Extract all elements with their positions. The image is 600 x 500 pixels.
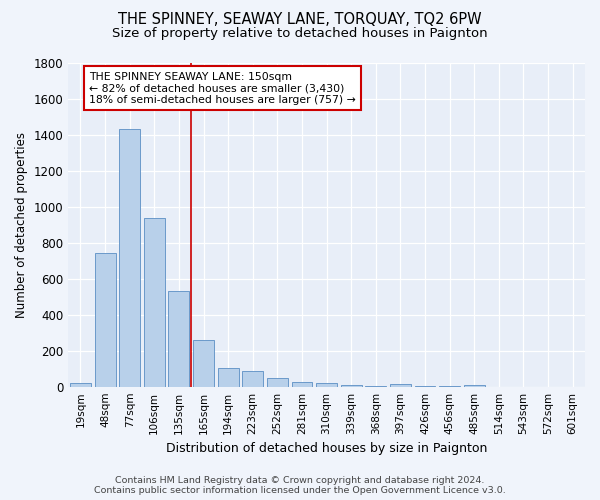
Bar (193, 340, 214, 386)
Bar (292, 382, 313, 386)
Bar (144, 218, 165, 386)
Text: THE SPINNEY SEAWAY LANE: 150sqm
← 82% of detached houses are smaller (3,430)
18%: THE SPINNEY SEAWAY LANE: 150sqm ← 82% of… (89, 72, 356, 104)
Bar (390, 384, 411, 386)
Bar (95, 254, 116, 386)
Bar (316, 382, 337, 386)
Bar (70, 383, 91, 386)
X-axis label: Distribution of detached houses by size in Paignton: Distribution of detached houses by size … (166, 442, 487, 455)
Bar (169, 291, 190, 386)
Bar (267, 378, 288, 386)
Bar (464, 384, 485, 386)
Bar (218, 368, 239, 386)
Bar (119, 129, 140, 386)
Bar (242, 371, 263, 386)
Text: Size of property relative to detached houses in Paignton: Size of property relative to detached ho… (112, 28, 488, 40)
Text: THE SPINNEY, SEAWAY LANE, TORQUAY, TQ2 6PW: THE SPINNEY, SEAWAY LANE, TORQUAY, TQ2 6… (118, 12, 482, 28)
Text: Contains HM Land Registry data © Crown copyright and database right 2024.
Contai: Contains HM Land Registry data © Crown c… (94, 476, 506, 495)
Y-axis label: Number of detached properties: Number of detached properties (15, 132, 28, 318)
Bar (341, 385, 362, 386)
